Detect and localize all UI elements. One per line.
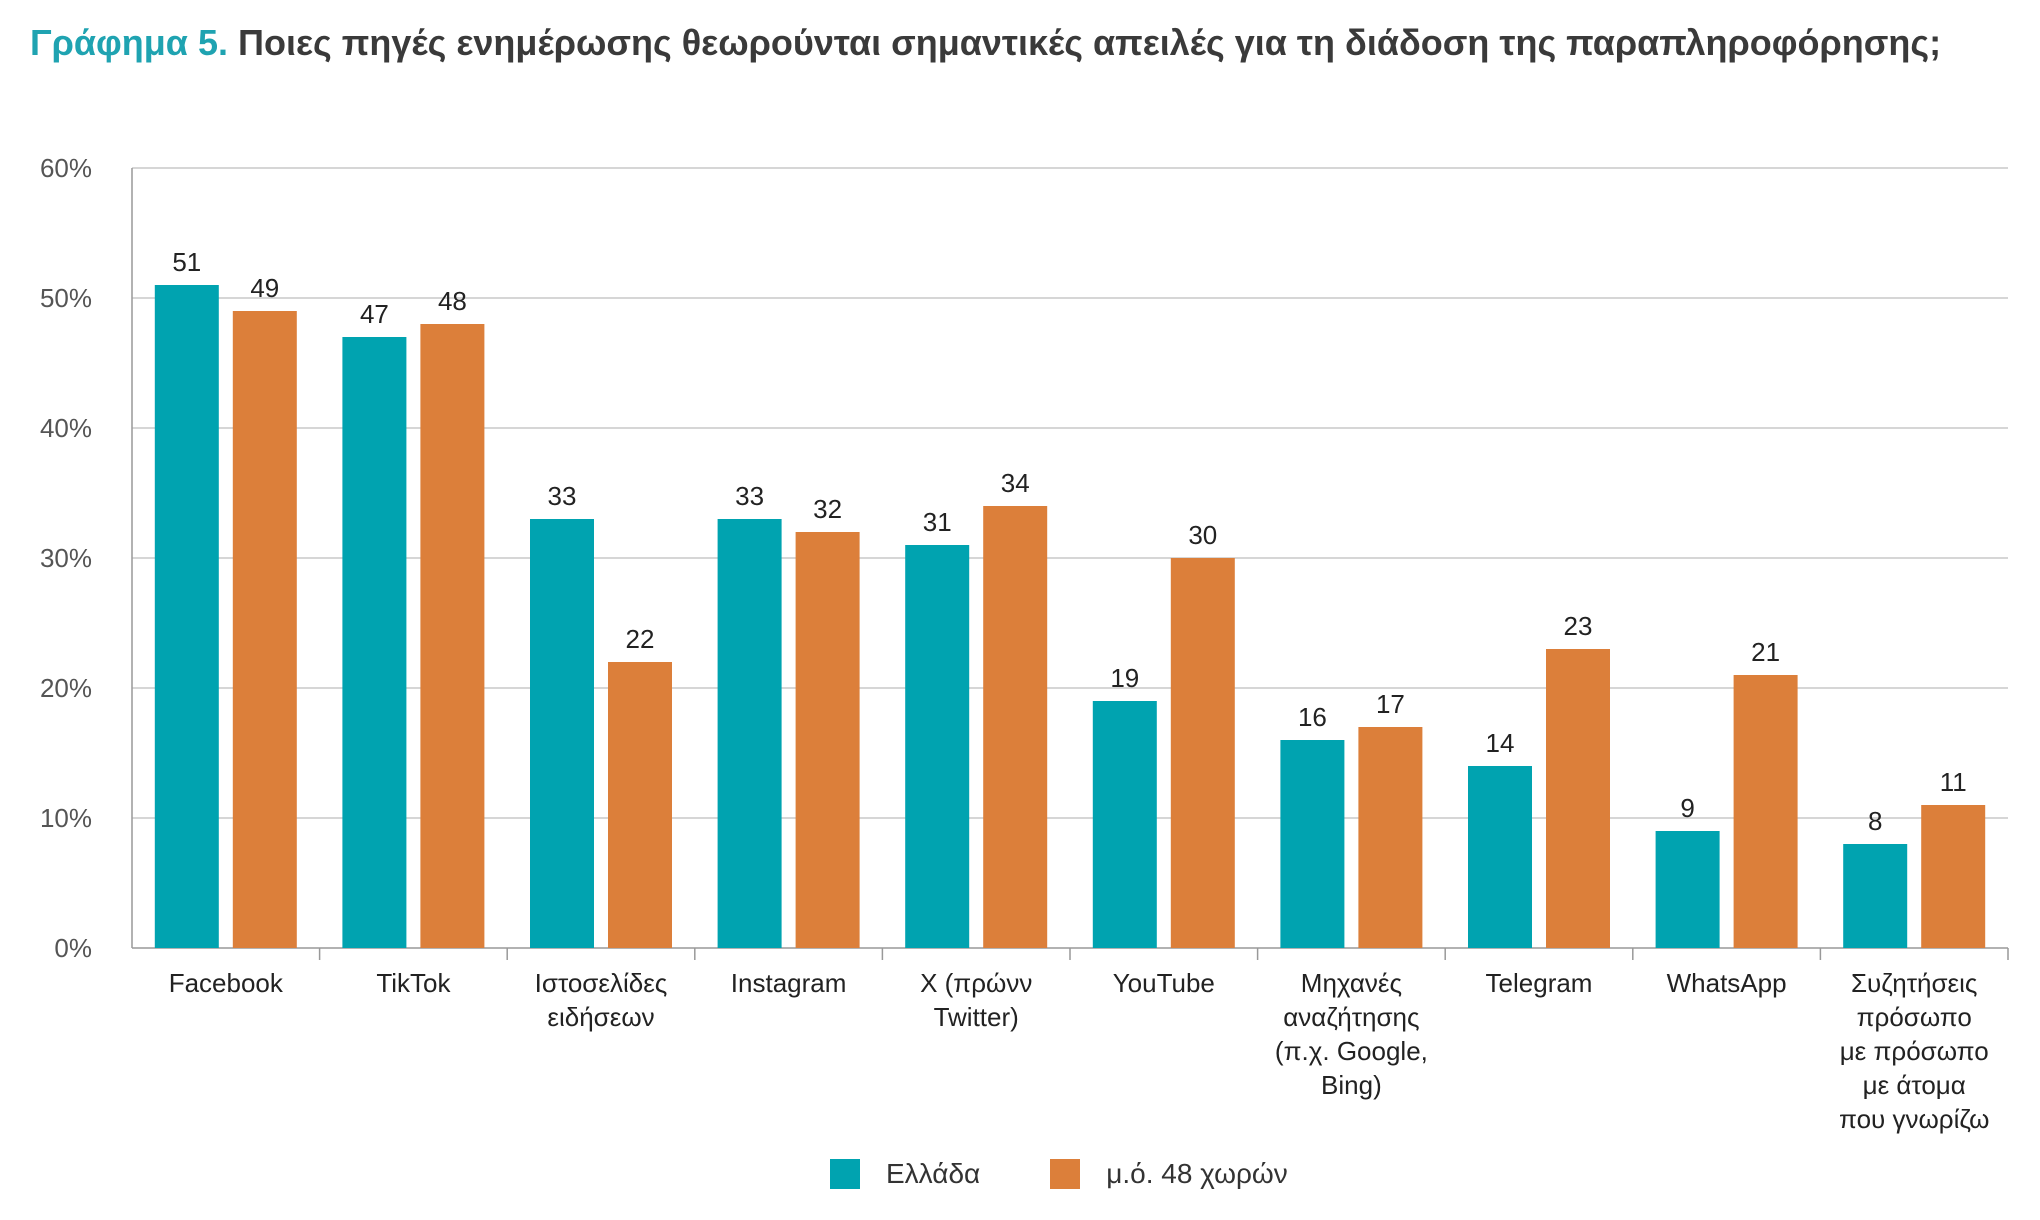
bar-greece — [530, 519, 594, 948]
x-tick-label: πρόσωπο — [1857, 1002, 1972, 1032]
x-tick-label: με πρόσωπο — [1840, 1036, 1989, 1066]
data-label: 14 — [1486, 728, 1515, 758]
data-label: 34 — [1001, 468, 1030, 498]
bar-average — [1921, 805, 1986, 948]
x-tick-label: Telegram — [1486, 968, 1593, 998]
data-label: 33 — [548, 481, 577, 511]
chart-title-text: Ποιες πηγές ενημέρωσης θεωρούνται σημαντ… — [237, 22, 1942, 63]
y-tick-label: 0% — [54, 933, 92, 963]
data-label: 16 — [1298, 702, 1327, 732]
data-label: 51 — [172, 247, 201, 277]
x-tick-label: (π.χ. Google, — [1275, 1036, 1428, 1066]
legend-swatch-average — [1050, 1159, 1081, 1189]
y-tick-label: 60% — [40, 153, 92, 183]
legend-label-greece: Ελλάδα — [886, 1158, 981, 1189]
data-label: 30 — [1188, 520, 1217, 550]
y-tick-label: 50% — [40, 283, 92, 313]
x-tick-label: με άτομα — [1863, 1070, 1966, 1100]
data-label: 32 — [813, 494, 842, 524]
x-tick-label: Ιστοσελίδες — [535, 968, 668, 998]
data-label: 19 — [1110, 663, 1139, 693]
bar-average — [1733, 675, 1798, 948]
y-tick-label: 30% — [40, 543, 92, 573]
bar-average — [420, 324, 485, 948]
x-tick-label: YouTube — [1113, 968, 1215, 998]
data-label: 47 — [360, 299, 389, 329]
legend-label-average: μ.ό. 48 χωρών — [1106, 1158, 1288, 1189]
data-label: 9 — [1680, 793, 1694, 823]
bar-greece — [1092, 701, 1157, 948]
x-tick-label: Συζητήσεις — [1851, 968, 1977, 998]
bar-average — [983, 506, 1048, 948]
data-label: 49 — [250, 273, 279, 303]
bar-greece — [1655, 831, 1720, 948]
legend-item-average: μ.ό. 48 χωρών — [1050, 1158, 1288, 1190]
bar-greece — [1280, 740, 1345, 948]
x-tick-label: X (πρώνν — [920, 968, 1032, 998]
x-tick-label: Twitter) — [934, 1002, 1019, 1032]
bar-average — [795, 532, 860, 948]
bar-chart: 0% 10% 20% 30% 40% 50% 60% 51 49 Facebook 47 48 TikT… — [40, 153, 2009, 1134]
chart-title-prefix: Γράφημα 5. — [30, 22, 228, 63]
bar-greece — [342, 337, 407, 948]
x-tick-label: ειδήσεων — [547, 1002, 654, 1032]
x-tick-label: WhatsApp — [1667, 968, 1787, 998]
data-label: 48 — [438, 286, 467, 316]
x-tick-label: που γνωρίζω — [1839, 1104, 1989, 1134]
bar-average — [232, 311, 297, 948]
data-label: 8 — [1868, 806, 1882, 836]
bar-average — [1358, 727, 1423, 948]
chart-title: Γράφημα 5. Ποιες πηγές ενημέρωσης θεωρού… — [30, 22, 1941, 64]
x-tick-label: Bing) — [1321, 1070, 1382, 1100]
data-label: 23 — [1564, 611, 1593, 641]
data-label: 17 — [1376, 689, 1405, 719]
x-tick-label: Instagram — [731, 968, 847, 998]
bar-greece — [717, 519, 782, 948]
bar-greece — [905, 545, 970, 948]
data-label: 21 — [1751, 637, 1780, 667]
x-tick-label: Facebook — [169, 968, 284, 998]
bar-greece — [1468, 766, 1532, 948]
bar-average — [1546, 649, 1610, 948]
legend-swatch-greece — [830, 1159, 860, 1189]
bar-average — [1170, 558, 1235, 948]
bar-greece — [1843, 844, 1908, 948]
x-tick-label: TikTok — [376, 968, 451, 998]
chart-legend: Ελλάδα μ.ό. 48 χωρών — [830, 1158, 1358, 1190]
bar-average — [608, 662, 672, 948]
x-tick-label: αναζήτησης — [1283, 1002, 1419, 1032]
y-tick-label: 10% — [40, 803, 92, 833]
x-tick-label: Μηχανές — [1301, 968, 1402, 998]
y-tick-label: 40% — [40, 413, 92, 443]
data-label: 11 — [1940, 767, 1967, 797]
data-label: 31 — [923, 507, 952, 537]
y-tick-label: 20% — [40, 673, 92, 703]
bar-greece — [154, 285, 219, 948]
data-label: 33 — [735, 481, 764, 511]
data-label: 22 — [626, 624, 655, 654]
legend-item-greece: Ελλάδα — [830, 1158, 980, 1190]
